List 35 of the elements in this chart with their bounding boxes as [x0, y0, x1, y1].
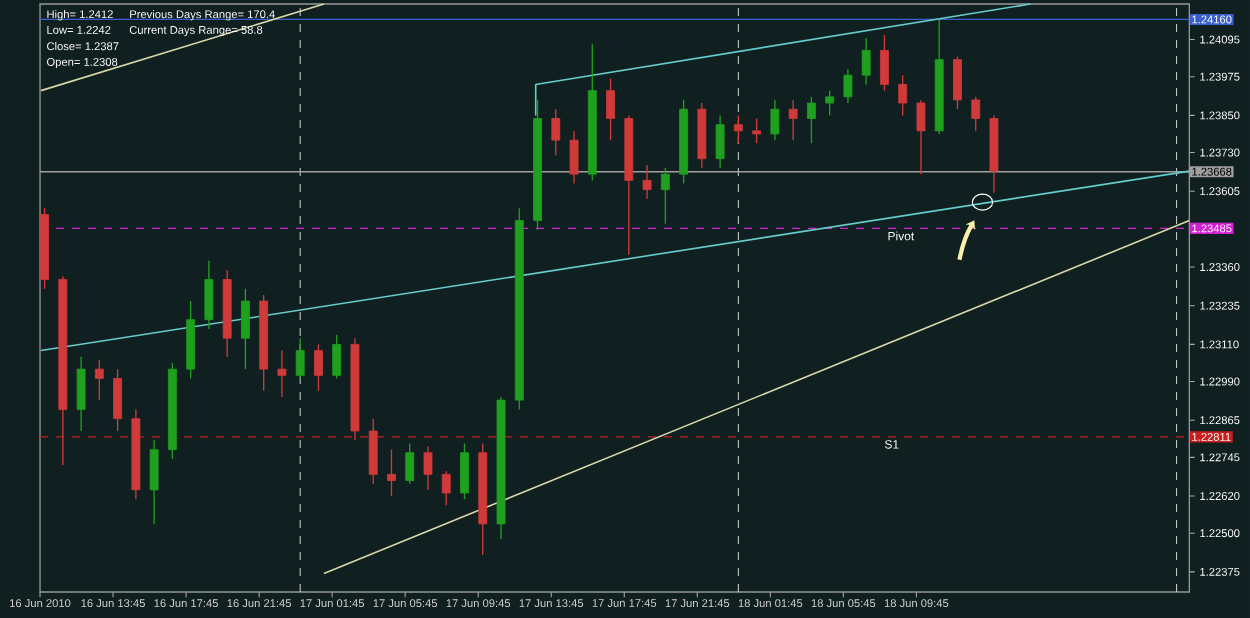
candlestick [715, 114, 725, 169]
candlestick [898, 74, 908, 117]
candlestick [204, 260, 214, 330]
candlestick [660, 167, 670, 225]
candlestick [94, 359, 104, 401]
candlestick [277, 349, 287, 398]
candlestick [295, 337, 305, 380]
candlestick [113, 368, 123, 432]
candlestick [642, 164, 652, 200]
candlestick [880, 34, 889, 92]
candlestick [460, 442, 469, 500]
candlestick [770, 99, 780, 141]
candlestick [971, 96, 981, 132]
candlestick [825, 89, 835, 117]
candlestick [314, 343, 323, 392]
candlestick [387, 448, 396, 497]
candlestick [551, 108, 561, 157]
candlestick [423, 445, 433, 491]
candlestick [733, 114, 743, 144]
candlestick [149, 439, 159, 525]
candlestick [953, 55, 962, 110]
candlestick [332, 334, 342, 380]
candlestick [569, 130, 579, 185]
candlestick [806, 96, 816, 144]
candlestick [76, 356, 86, 432]
candlestick [843, 68, 853, 104]
candlestick [368, 418, 378, 485]
candlestick [405, 442, 415, 485]
candlestick [788, 99, 798, 141]
candlestick [752, 117, 762, 144]
candlestick [441, 470, 451, 506]
candlestick [606, 77, 615, 141]
candlestick [241, 288, 250, 370]
candlestick [916, 99, 926, 175]
candlestick [861, 37, 871, 86]
